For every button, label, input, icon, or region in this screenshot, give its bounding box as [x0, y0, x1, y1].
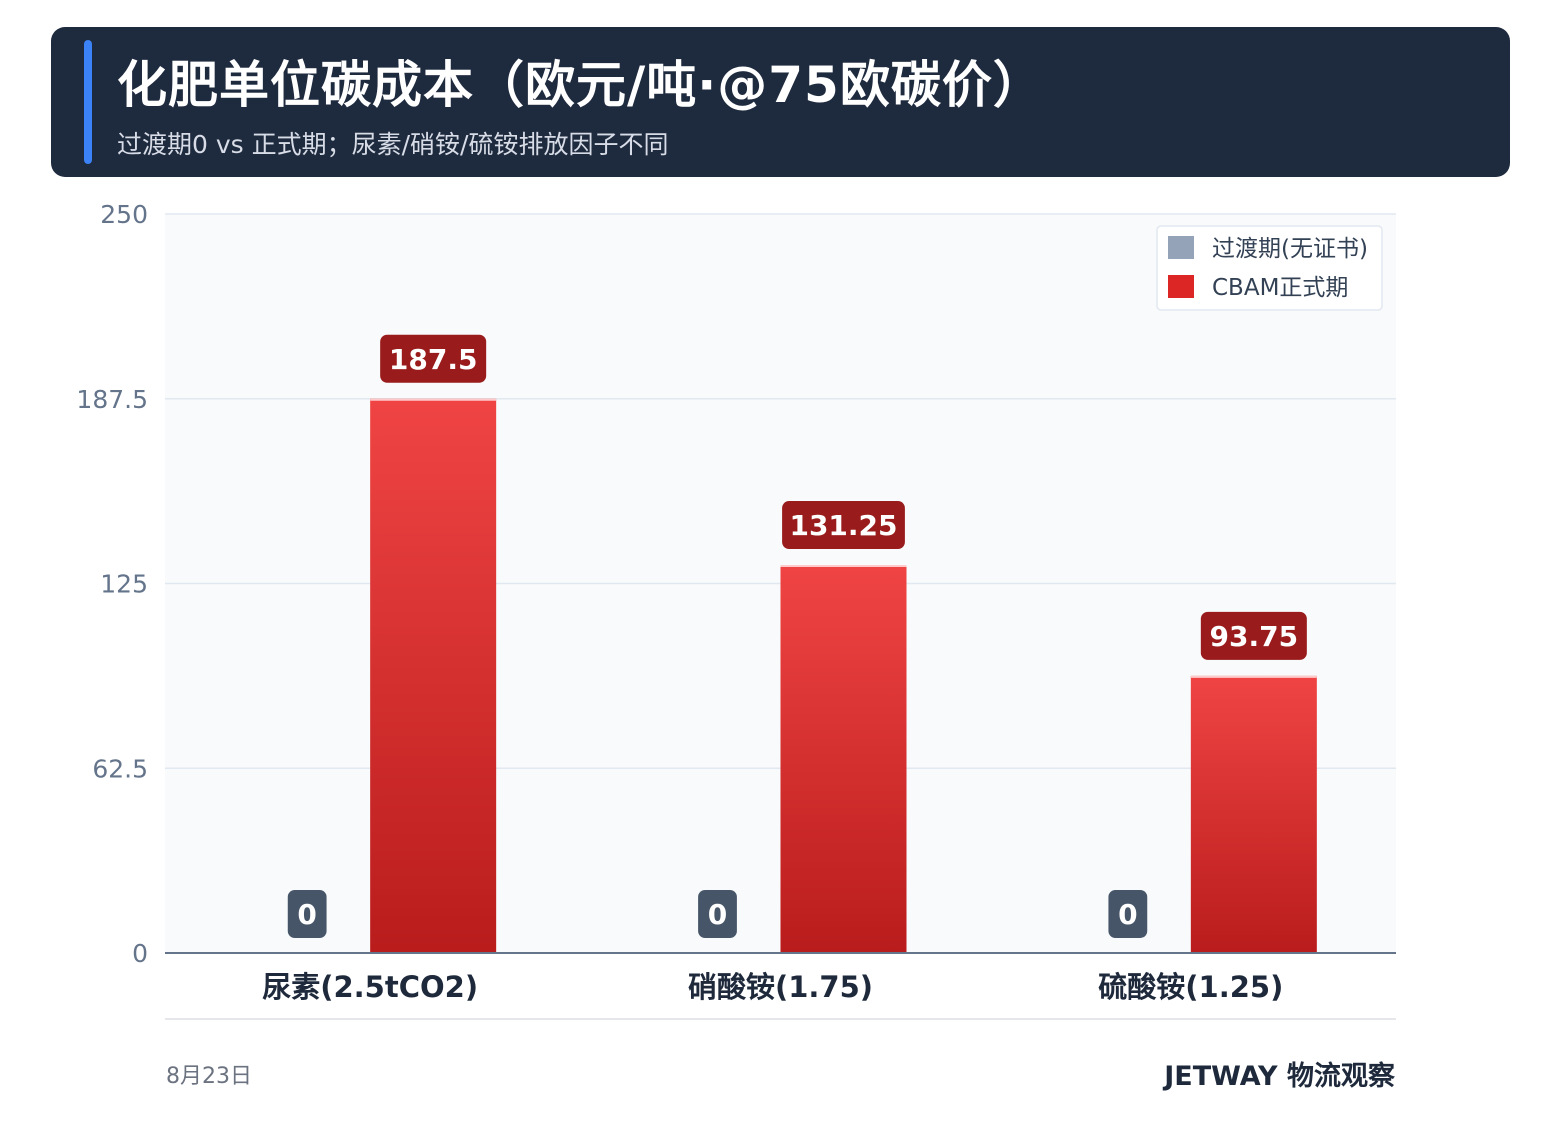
data-label-transition: 0	[1118, 898, 1137, 931]
data-label-bg-transition	[1108, 890, 1148, 938]
data-label-bg-cbam	[380, 334, 487, 383]
bar-cbam	[780, 565, 907, 953]
footer-divider	[165, 1018, 1396, 1020]
y-tick-label: 62.5	[92, 754, 148, 783]
y-tick-label: 250	[100, 200, 148, 229]
data-label-bg-transition	[287, 890, 327, 938]
y-tick-label: 125	[100, 570, 148, 599]
data-label-cbam: 93.75	[1210, 620, 1299, 653]
legend: 过渡期(无证书) CBAM正式期	[1156, 225, 1383, 311]
bar-cbam	[370, 398, 497, 953]
legend-swatch-transition	[1168, 236, 1194, 259]
x-tick-label: 尿素(2.5tCO2)	[262, 970, 478, 1004]
x-axis-labels: 尿素(2.5tCO2) 硝酸铵(1.75) 硫酸铵(1.25)	[262, 970, 1283, 1004]
chart-subtitle: 过渡期0 vs 正式期；尿素/硝铵/硫铵排放因子不同	[117, 130, 669, 159]
y-axis-ticks: 0 62.5 125 187.5 250	[76, 200, 148, 968]
data-label-cbam: 131.25	[789, 509, 897, 542]
footer-date: 8月23日	[166, 1064, 252, 1089]
bar-cbam	[1190, 675, 1317, 953]
legend-label-cbam: CBAM正式期	[1212, 275, 1348, 301]
data-label-bg-transition	[698, 890, 737, 938]
chart-header: 化肥单位碳成本（欧元/吨·@75欧碳价） 过渡期0 vs 正式期；尿素/硝铵/硫…	[51, 27, 1510, 177]
header-accent-bar	[84, 40, 92, 164]
y-tick-label: 0	[132, 939, 148, 968]
legend-swatch-cbam	[1168, 275, 1194, 298]
x-tick-label: 硝酸铵(1.75)	[688, 970, 873, 1004]
chart-title: 化肥单位碳成本（欧元/吨·@75欧碳价）	[117, 56, 1044, 114]
data-label-cbam: 187.5	[389, 343, 478, 376]
footer-brand: JETWAY 物流观察	[1164, 1061, 1395, 1092]
x-tick-label: 硫酸铵(1.25)	[1098, 970, 1283, 1004]
data-label-transition: 0	[708, 898, 727, 931]
data-label-transition: 0	[297, 898, 316, 931]
legend-box	[1156, 225, 1383, 311]
data-label-bg-cbam	[782, 501, 905, 550]
legend-label-transition: 过渡期(无证书)	[1212, 236, 1368, 262]
bars: 0 187.5 0 131.25 0 93.75	[287, 334, 1317, 953]
data-label-bg-cbam	[1200, 611, 1307, 660]
y-tick-label: 187.5	[76, 385, 148, 414]
